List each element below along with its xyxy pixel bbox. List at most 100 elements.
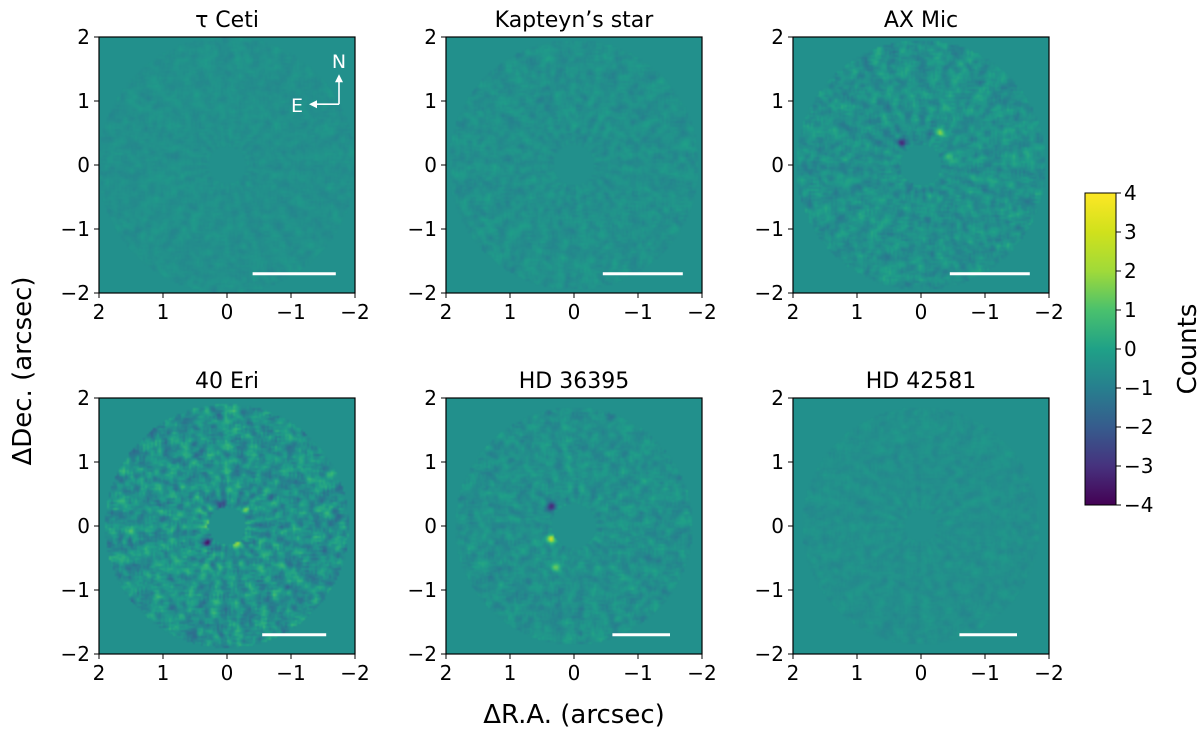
x-tick-label: −1	[970, 661, 999, 685]
y-tick-label: −1	[755, 217, 784, 241]
panel-title: Kapteyn’s star	[495, 8, 655, 33]
x-tick-label: −1	[623, 661, 652, 685]
y-tick-label: 0	[77, 153, 90, 177]
panel-5: HD 36395 2 1 0 −1 −2 −2 −1 0 1 2	[408, 369, 717, 685]
x-tick-label: −2	[1034, 300, 1063, 324]
y-tick-label: −1	[408, 217, 437, 241]
east-arrowhead-icon	[309, 100, 317, 109]
x-tick-label: −2	[340, 300, 369, 324]
panel-title: 40 Eri	[195, 369, 259, 394]
x-tick-label: −1	[276, 661, 305, 685]
y-tick-label: −2	[755, 281, 784, 305]
x-tick-label: 1	[851, 300, 864, 324]
panel-image	[99, 37, 355, 293]
panel-6: HD 42581 2 1 0 −1 −2 −2 −1 0 1 2	[755, 369, 1064, 685]
colorbar-gradient	[1084, 192, 1117, 506]
x-tick-label: 0	[568, 661, 581, 685]
east-label: E	[291, 95, 303, 117]
x-tick-label: 0	[221, 661, 234, 685]
x-tick-label: 2	[93, 300, 106, 324]
y-tick-label: 0	[77, 514, 90, 538]
y-tick-label: 2	[771, 25, 784, 49]
x-tick-label: 2	[787, 661, 800, 685]
y-tick-label: 0	[771, 153, 784, 177]
x-tick-label: 1	[157, 300, 170, 324]
colorbar-tick-label: 2	[1124, 259, 1137, 283]
y-tick-label: −2	[61, 281, 90, 305]
north-arrowhead-icon	[335, 74, 343, 83]
x-tick-label: −2	[1034, 661, 1063, 685]
y-tick-label: −1	[755, 578, 784, 602]
colorbar-tick-label: 0	[1124, 337, 1137, 361]
y-tick-label: −2	[755, 642, 784, 666]
x-tick-label: 0	[568, 300, 581, 324]
y-tick-label: 0	[424, 514, 437, 538]
colorbar-tick-label: 4	[1124, 181, 1137, 205]
x-tick-label: 1	[504, 661, 517, 685]
panel-image	[446, 37, 702, 293]
panel-image	[793, 37, 1049, 293]
y-axis-label: ΔDec. (arcsec)	[8, 276, 38, 465]
y-tick-label: −2	[408, 281, 437, 305]
panel-image	[99, 398, 355, 654]
x-axis-label: ΔR.A. (arcsec)	[483, 700, 665, 730]
colorbar-tick-label: −3	[1124, 454, 1153, 478]
colorbar-tick-label: 1	[1124, 298, 1137, 322]
y-tick-label: 2	[77, 386, 90, 410]
x-tick-label: 2	[440, 300, 453, 324]
panel-title: HD 42581	[866, 369, 976, 394]
y-tick-label: 1	[771, 450, 784, 474]
panel-title: AX Mic	[884, 8, 958, 33]
y-tick-label: 2	[77, 25, 90, 49]
x-tick-label: −1	[623, 300, 652, 324]
colorbar-tick-label: 3	[1124, 220, 1137, 244]
y-tick-label: −2	[408, 642, 437, 666]
figure-labels: ΔR.A. (arcsec) ΔDec. (arcsec)	[8, 276, 665, 730]
colorbar-label: Counts	[1173, 304, 1200, 395]
colorbar-tick-label: −2	[1124, 415, 1153, 439]
x-tick-label: 2	[93, 661, 106, 685]
panel-3: AX Mic 2 1 0 −1 −2 −2 −1 0 1 2	[755, 8, 1064, 324]
panel-title: HD 36395	[519, 369, 629, 394]
x-tick-label: −2	[340, 661, 369, 685]
y-tick-label: 1	[424, 89, 437, 113]
north-label: N	[332, 51, 346, 73]
colorbar: 4 3 2 1 0 −1 −2 −3 −4 Counts	[1084, 181, 1200, 517]
x-tick-label: 1	[851, 661, 864, 685]
x-tick-label: 1	[504, 300, 517, 324]
panel-2: Kapteyn’s star 2 1 0 −1 −2 −2 −1 0 1 2	[408, 8, 717, 324]
x-tick-label: 0	[221, 300, 234, 324]
x-tick-label: 2	[440, 661, 453, 685]
y-tick-label: 2	[771, 386, 784, 410]
y-tick-label: 1	[77, 450, 90, 474]
y-tick-label: 1	[771, 89, 784, 113]
y-tick-label: −2	[61, 642, 90, 666]
y-tick-label: −1	[408, 578, 437, 602]
x-tick-label: 1	[157, 661, 170, 685]
y-tick-label: 0	[424, 153, 437, 177]
panel-title: τ Ceti	[195, 8, 259, 33]
panel-4: 40 Eri 2 1 0 −1 −2 −2 −1 0 1 2	[61, 369, 370, 685]
x-tick-label: 2	[787, 300, 800, 324]
x-tick-label: 0	[915, 661, 928, 685]
x-tick-label: 0	[915, 300, 928, 324]
y-tick-label: −1	[61, 578, 90, 602]
y-tick-label: 2	[424, 25, 437, 49]
x-tick-label: −1	[970, 300, 999, 324]
y-tick-label: 1	[424, 450, 437, 474]
y-tick-label: 2	[424, 386, 437, 410]
x-tick-label: −2	[687, 300, 716, 324]
y-tick-label: −1	[61, 217, 90, 241]
colorbar-tick-label: −1	[1124, 376, 1153, 400]
y-tick-label: 1	[77, 89, 90, 113]
panel-image	[793, 398, 1049, 654]
x-tick-label: −1	[276, 300, 305, 324]
y-tick-label: 0	[771, 514, 784, 538]
colorbar-tick-label: −4	[1124, 493, 1153, 517]
x-tick-label: −2	[687, 661, 716, 685]
compass: NE	[291, 51, 346, 117]
panel-image	[446, 398, 702, 654]
